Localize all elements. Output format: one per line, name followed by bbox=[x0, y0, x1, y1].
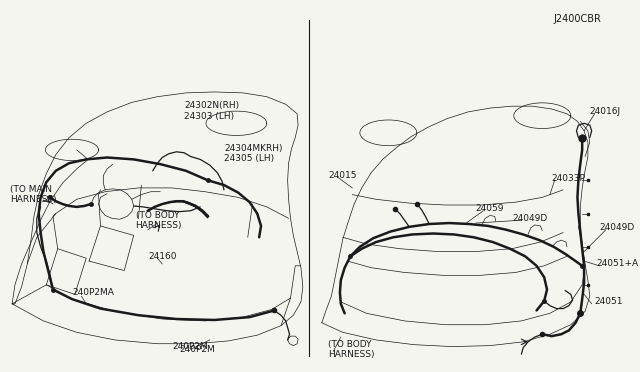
Text: J2400CBR: J2400CBR bbox=[554, 13, 601, 23]
Text: 24049D: 24049D bbox=[599, 223, 634, 232]
Text: 240P2M: 240P2M bbox=[179, 345, 215, 354]
Text: 24051: 24051 bbox=[595, 298, 623, 307]
Text: 24015: 24015 bbox=[328, 171, 357, 180]
Text: 24304MKRH)
24305 (LH): 24304MKRH) 24305 (LH) bbox=[224, 144, 282, 163]
Text: (TO BODY
HARNESS): (TO BODY HARNESS) bbox=[328, 340, 375, 359]
Text: 24302N(RH)
24303 (LH): 24302N(RH) 24303 (LH) bbox=[184, 101, 239, 121]
Text: 24049D: 24049D bbox=[512, 214, 547, 223]
Text: 24033P: 24033P bbox=[552, 174, 586, 183]
Text: 24059: 24059 bbox=[476, 204, 504, 213]
Text: 24051+A: 24051+A bbox=[596, 259, 639, 269]
Text: (TO MAIN
HARNESS): (TO MAIN HARNESS) bbox=[10, 185, 57, 204]
Text: 240P2M: 240P2M bbox=[173, 342, 209, 351]
Text: 24016J: 24016J bbox=[590, 108, 621, 116]
Text: 24160: 24160 bbox=[148, 252, 177, 261]
Text: 240P2MA: 240P2MA bbox=[72, 288, 114, 297]
Text: (TO BODY
HARNESS): (TO BODY HARNESS) bbox=[136, 211, 182, 230]
